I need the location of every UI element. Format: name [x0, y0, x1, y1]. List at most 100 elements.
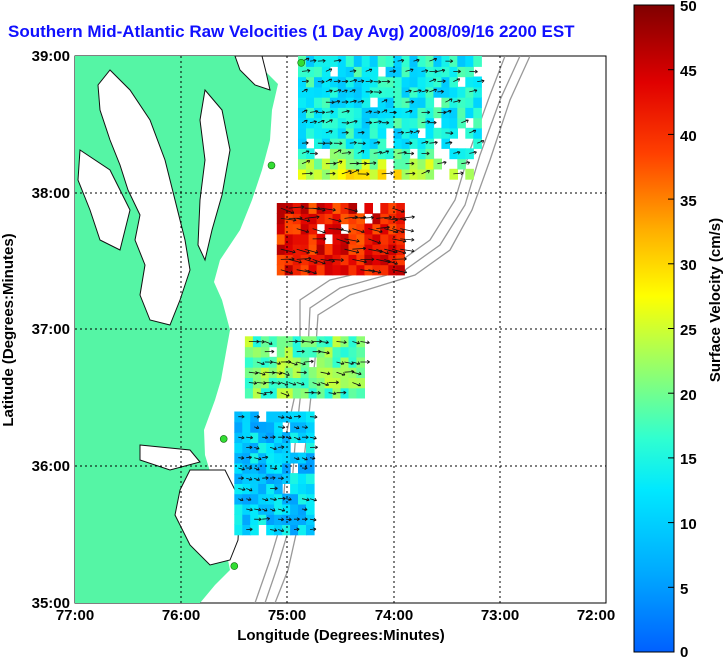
- colorbar-tick-label: 40: [680, 128, 697, 145]
- colorbar-tick-label: 15: [680, 451, 697, 468]
- velocity-cell: [356, 367, 365, 378]
- velocity-vector: [278, 435, 286, 440]
- velocity-cell: [324, 264, 334, 276]
- velocity-vector: [349, 89, 356, 93]
- velocity-vector: [293, 436, 301, 441]
- velocity-cell: [282, 503, 291, 515]
- velocity-vector: [286, 497, 292, 501]
- velocity-cell: [314, 66, 323, 78]
- velocity-cell: [266, 452, 275, 464]
- velocity-vector: [280, 248, 296, 254]
- velocity-vector: [336, 228, 352, 233]
- velocity-cell: [306, 462, 315, 474]
- velocity-cell: [417, 56, 427, 67]
- velocity-cell: [332, 264, 342, 276]
- velocity-vector: [325, 130, 333, 134]
- velocity-vector: [246, 466, 253, 470]
- velocity-cell: [433, 127, 442, 139]
- velocity-vector: [296, 218, 311, 223]
- velocity-vector: [293, 527, 300, 532]
- velocity-vector: [254, 446, 260, 450]
- velocity-cell: [332, 346, 342, 358]
- velocity-cell: [409, 56, 419, 67]
- velocity-cell: [457, 66, 466, 78]
- velocity-cell: [250, 493, 259, 505]
- velocity-vector: [317, 79, 325, 84]
- velocity-vector: [278, 425, 286, 430]
- velocity-vector: [392, 248, 407, 254]
- velocity-cell: [396, 254, 405, 266]
- velocity-vector: [296, 256, 312, 261]
- x-tick-label: 77:00: [56, 607, 94, 624]
- velocity-cell: [377, 107, 387, 119]
- velocity-cell: [361, 148, 371, 160]
- velocity-cell: [393, 86, 403, 98]
- velocity-cell: [364, 203, 373, 214]
- velocity-cell: [298, 127, 307, 139]
- velocity-cell: [250, 524, 259, 536]
- velocity-vector: [325, 100, 335, 105]
- velocity-vector: [344, 207, 358, 213]
- velocity-vector: [317, 110, 326, 115]
- velocity-vector: [405, 141, 413, 146]
- velocity-vector: [445, 141, 453, 145]
- velocity-cell: [324, 356, 334, 368]
- colorbar-tick-label: 25: [680, 322, 697, 339]
- velocity-cell: [298, 107, 307, 119]
- velocity-cell: [329, 86, 339, 98]
- x-tick-label: 76:00: [162, 607, 200, 624]
- velocity-cell: [473, 127, 482, 139]
- velocity-cell: [425, 148, 435, 160]
- y-tick-label: 38:00: [32, 185, 70, 202]
- chesapeake-bay: [97, 69, 191, 326]
- velocity-vector: [341, 89, 348, 93]
- velocity-cell: [457, 148, 466, 160]
- velocity-vector: [357, 130, 365, 135]
- velocity-cell: [345, 168, 355, 180]
- velocity-vector: [336, 361, 345, 365]
- velocity-vector: [384, 259, 398, 265]
- velocity-vector: [296, 228, 310, 233]
- velocity-cell: [316, 356, 326, 368]
- velocity-vector: [262, 476, 269, 480]
- velocity-vector: [360, 215, 374, 220]
- velocity-vector: [336, 371, 346, 376]
- velocity-cell: [268, 387, 278, 399]
- velocity-vector: [320, 371, 331, 376]
- velocity-vector: [270, 497, 277, 501]
- radar-station-marker: [219, 435, 228, 443]
- velocity-vector: [325, 171, 336, 176]
- colorbar-tick-label: 20: [680, 387, 697, 404]
- colorbar-tick-label: 0: [680, 644, 688, 659]
- velocity-cell: [242, 411, 251, 423]
- velocity-vector: [254, 467, 260, 471]
- velocity-vector: [360, 340, 370, 345]
- colorbar-ticks: [668, 4, 674, 653]
- velocity-vector: [246, 435, 254, 440]
- velocity-vector: [333, 141, 343, 146]
- velocity-cell: [337, 56, 347, 67]
- velocity-vector: [368, 228, 383, 233]
- velocity-vector: [469, 129, 477, 134]
- velocity-vector: [421, 140, 429, 145]
- velocity-cell: [441, 76, 450, 88]
- velocity-vector: [368, 269, 382, 274]
- velocity-cell: [316, 213, 326, 225]
- velocity-vector: [278, 415, 285, 419]
- velocity-vector: [270, 435, 276, 440]
- velocity-cell: [401, 76, 411, 88]
- velocity-vector: [429, 78, 437, 82]
- grid-lines: [75, 56, 606, 603]
- velocity-cell: [332, 377, 342, 389]
- colorbar-tick-label: 45: [680, 63, 697, 80]
- velocity-vector: [280, 207, 295, 214]
- velocity-vector: [461, 161, 471, 165]
- velocity-cell: [340, 377, 350, 389]
- velocity-cell: [314, 158, 323, 170]
- velocity-vector: [278, 476, 284, 481]
- velocity-vector: [381, 171, 394, 176]
- velocity-cell: [393, 107, 403, 119]
- velocity-cell: [242, 514, 251, 525]
- velocity-vector: [373, 150, 383, 155]
- velocity-cell: [276, 346, 286, 358]
